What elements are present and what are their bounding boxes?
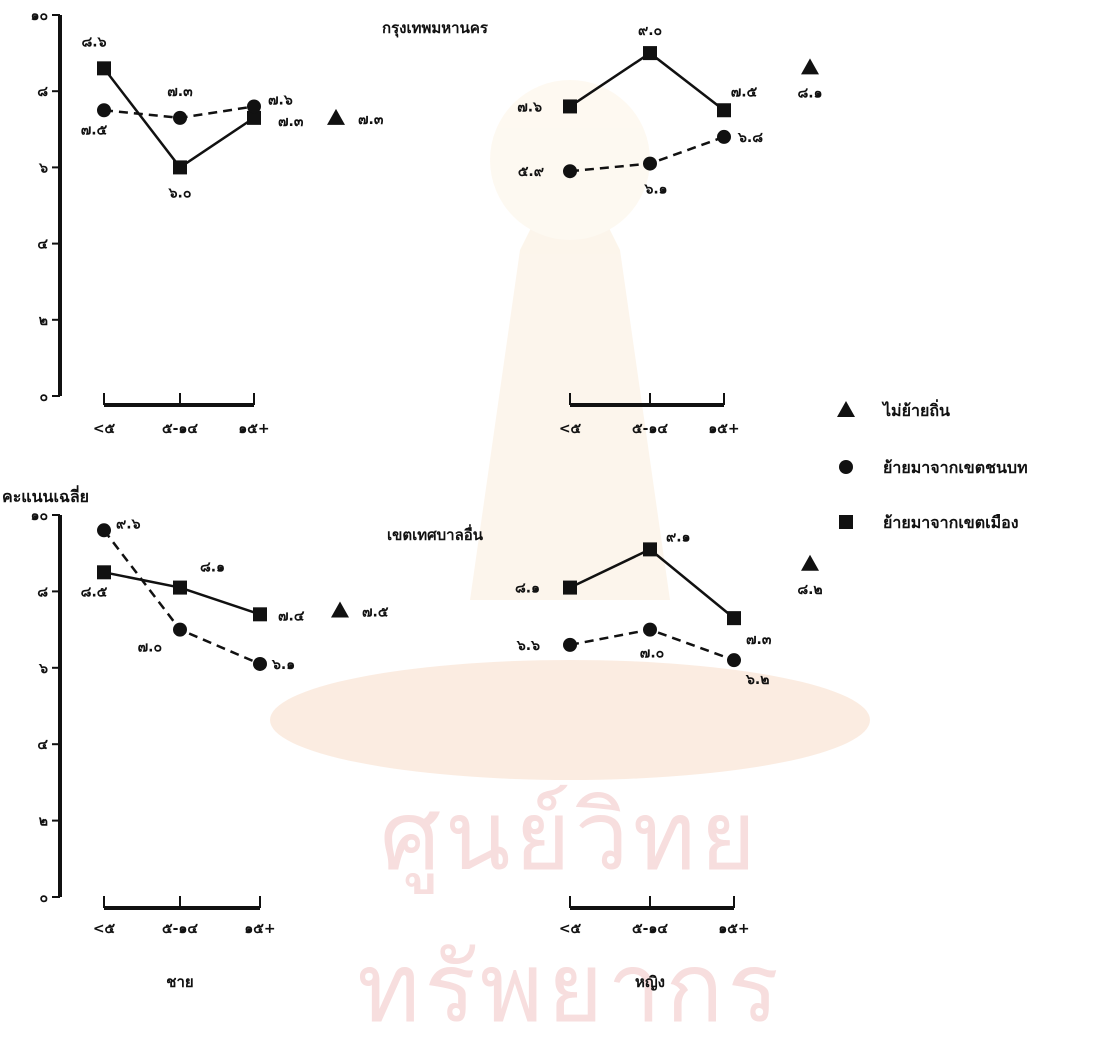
x-tick-label: ๑๕+ bbox=[244, 921, 275, 937]
data-point-circle bbox=[563, 164, 577, 179]
data-label: ๙.๑ bbox=[666, 529, 690, 545]
data-point-circle bbox=[643, 622, 657, 637]
data-point-circle bbox=[643, 156, 657, 171]
x-tick-label: ๕-๑๔ bbox=[632, 921, 668, 937]
legend-label: ย้ายมาจากเขตเมือง bbox=[883, 513, 1019, 532]
gender-label-female: หญิง bbox=[635, 973, 665, 991]
data-point-square bbox=[97, 61, 111, 76]
data-label: ๗.๕ bbox=[731, 84, 758, 100]
chart-panel-4: <๕ ๕-๑๔ ๑๕+ ๘.๑ ๙.๑๗.๓ ๖.๖๗.๐๖.๒ ๘.๒ bbox=[515, 529, 823, 937]
data-point-square bbox=[97, 565, 111, 580]
data-label: ๗.๐ bbox=[640, 646, 664, 662]
data-label: ๘.๑ bbox=[515, 581, 540, 597]
data-point-square bbox=[727, 611, 741, 626]
x-tick-label: ๑๕+ bbox=[238, 421, 269, 437]
data-label: ๖.๐ bbox=[168, 185, 192, 201]
panel-title: เขตเทศบาลอื่น bbox=[387, 524, 484, 544]
x-tick-label: <๕ bbox=[559, 421, 582, 437]
square-icon bbox=[839, 515, 853, 529]
data-label: ๕.๙ bbox=[518, 164, 544, 180]
data-point-circle bbox=[717, 129, 731, 144]
data-label: ๗.๓ bbox=[358, 112, 384, 128]
data-label: ๖.๑ bbox=[643, 182, 667, 198]
data-point-square bbox=[247, 110, 261, 125]
x-tick-label: <๕ bbox=[93, 921, 116, 937]
data-label: ๖.๑ bbox=[271, 657, 295, 673]
data-point-square bbox=[173, 580, 187, 595]
data-point-square bbox=[173, 160, 187, 175]
x-tick-label: ๑๕+ bbox=[718, 921, 749, 937]
y-tick-label: ๖ bbox=[38, 160, 48, 176]
y-tick-label: ๔ bbox=[37, 237, 48, 253]
data-label: ๗.๓ bbox=[167, 84, 193, 100]
data-point-square bbox=[717, 103, 731, 118]
data-label: ๘.๑ bbox=[200, 560, 225, 576]
series-line-square bbox=[569, 547, 735, 620]
data-label: ๖.๘ bbox=[737, 130, 763, 146]
data-label: ๗.๖ bbox=[268, 92, 293, 108]
data-label: ๗.๖ bbox=[517, 99, 542, 115]
data-point-triangle bbox=[801, 58, 819, 75]
data-label: ๗.๕ bbox=[81, 122, 108, 138]
data-point-circle bbox=[253, 656, 267, 671]
x-tick-label: ๑๕+ bbox=[708, 421, 739, 437]
data-label: ๙.๐ bbox=[638, 23, 662, 39]
x-tick-label: ๕-๑๔ bbox=[162, 921, 198, 937]
data-point-circle bbox=[727, 653, 741, 668]
y-axis-label: คะแนนเฉลี่ย bbox=[2, 485, 89, 506]
data-point-triangle bbox=[331, 601, 349, 618]
data-label: ๗.๓ bbox=[746, 632, 772, 648]
data-point-triangle bbox=[801, 554, 819, 571]
data-label: ๘.๖ bbox=[81, 34, 106, 50]
data-label: ๖.๖ bbox=[516, 638, 540, 654]
y-tick-label: ๒ bbox=[39, 814, 48, 830]
data-label: ๖.๒ bbox=[745, 672, 769, 688]
data-label: ๗.๓ bbox=[278, 114, 304, 130]
y-tick-label: ๑๐ bbox=[31, 508, 48, 524]
data-point-circle bbox=[97, 103, 111, 118]
x-tick-label: ๕-๑๔ bbox=[632, 421, 668, 437]
gender-label-male: ชาย bbox=[166, 973, 193, 991]
x-tick-label: ๕-๑๔ bbox=[162, 421, 198, 437]
data-point-circle bbox=[563, 637, 577, 652]
data-point-square bbox=[643, 542, 657, 557]
data-label: ๙.๖ bbox=[116, 516, 141, 532]
y-tick-label: ๖ bbox=[38, 661, 48, 677]
data-point-circle bbox=[173, 622, 187, 637]
series-line-square bbox=[569, 51, 725, 112]
series-line-circle bbox=[103, 529, 261, 666]
y-tick-label: ๘ bbox=[37, 584, 48, 600]
data-point-triangle bbox=[327, 108, 345, 125]
chart-panel-2: <๕ ๕-๑๔ ๑๕+ ๗.๖ ๙.๐๗.๕๕.๙๖.๑ ๖.๘ ๘.๑ bbox=[517, 23, 822, 437]
data-point-square bbox=[563, 99, 577, 114]
y-tick-label: ๐ bbox=[39, 389, 48, 405]
x-tick-label: <๕ bbox=[93, 421, 116, 437]
data-point-circle bbox=[97, 523, 111, 538]
data-point-circle bbox=[247, 99, 261, 114]
x-tick-label: <๕ bbox=[559, 921, 582, 937]
panel-title: กรุงเทพมหานคร bbox=[382, 19, 489, 38]
data-label: ๘.๕ bbox=[81, 584, 108, 600]
y-tick-label: ๘ bbox=[37, 84, 48, 100]
data-point-square bbox=[253, 607, 267, 622]
data-point-circle bbox=[173, 110, 187, 125]
chart-panel-3: ๐ ๒ ๔ ๖ ๘ ๑๐ <๕ ๕-๑๔ ๑๕+ เขตเทศบาลอื่น๘.๕ ๘.๑๗.๔ ๙.… bbox=[31, 508, 484, 937]
circle-icon bbox=[839, 460, 853, 474]
triangle-icon bbox=[837, 401, 855, 417]
y-tick-label: ๒ bbox=[39, 313, 48, 329]
legend-label: ไม่ย้ายถิ่น bbox=[881, 399, 950, 420]
data-label: ๘.๑ bbox=[797, 85, 822, 101]
y-tick-label: ๔ bbox=[37, 737, 48, 753]
data-point-square bbox=[563, 580, 577, 595]
data-label: ๗.๔ bbox=[278, 608, 305, 624]
data-label: ๗.๕ bbox=[362, 605, 389, 621]
y-tick-label: ๑๐ bbox=[31, 8, 48, 24]
y-tick-label: ๐ bbox=[39, 890, 48, 906]
legend-label: ย้ายมาจากเขตชนบท bbox=[883, 458, 1028, 477]
data-label: ๘.๒ bbox=[797, 582, 822, 598]
data-point-square bbox=[643, 46, 657, 61]
data-label: ๗.๐ bbox=[138, 640, 162, 656]
